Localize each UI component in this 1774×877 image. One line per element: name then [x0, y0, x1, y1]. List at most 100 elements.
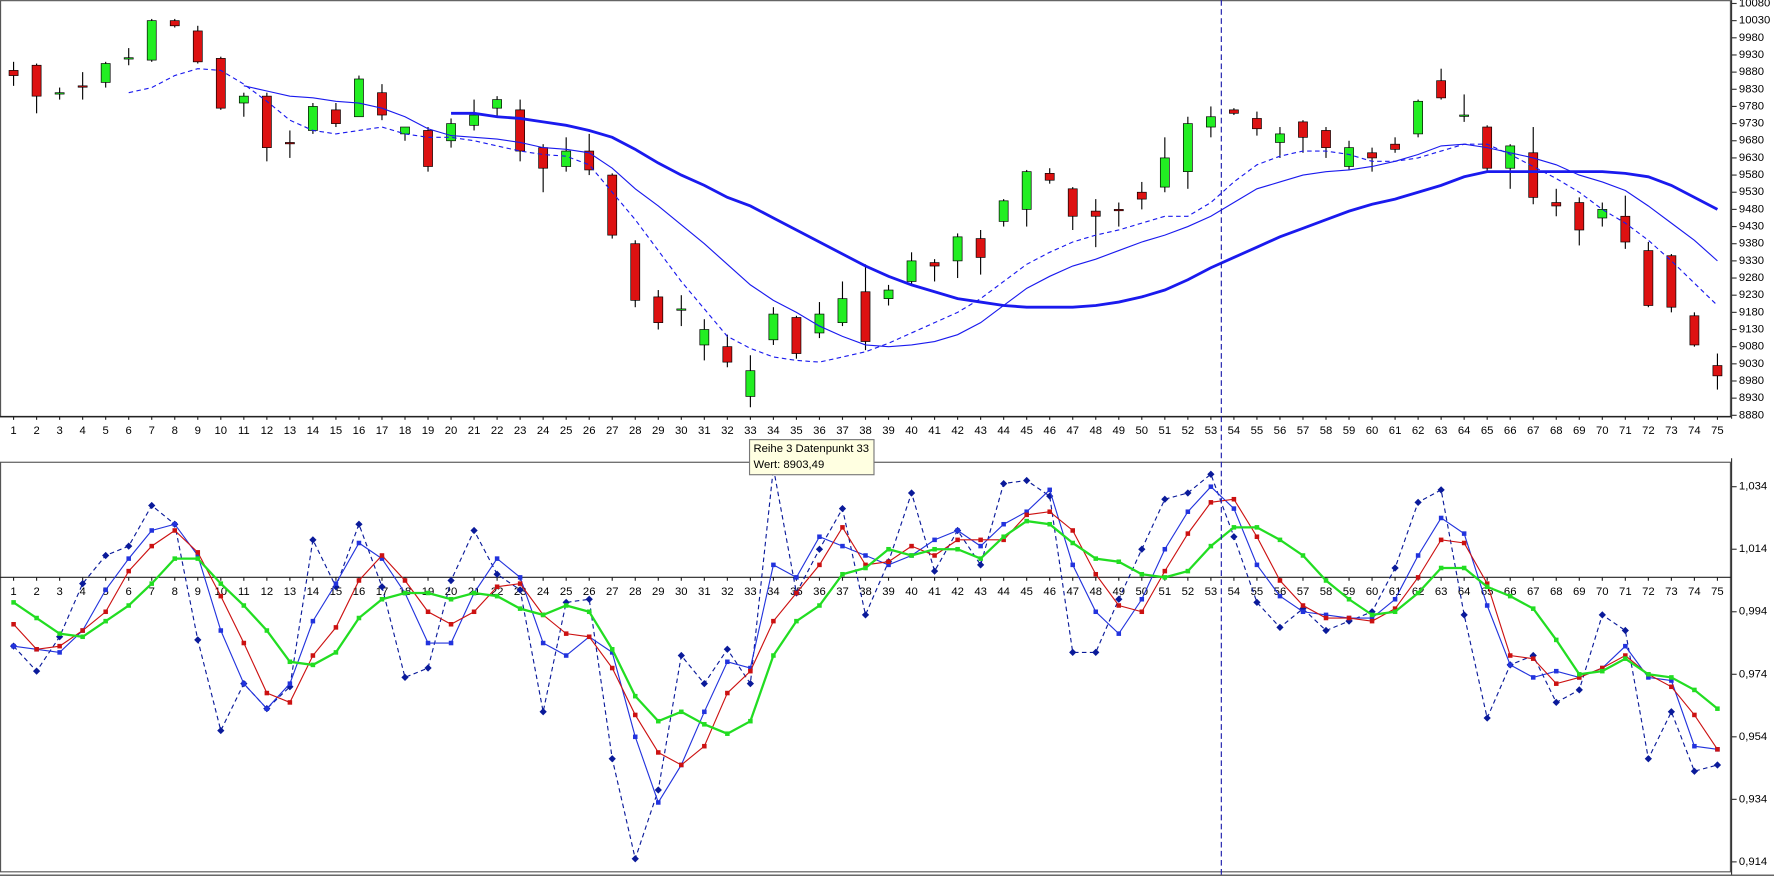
point-marker [748, 665, 753, 671]
x-tick-label: 45 [1020, 425, 1033, 437]
y-tick-label: 9880 [1739, 66, 1764, 78]
point-marker [264, 690, 270, 696]
point-marker [677, 651, 685, 660]
point-marker [402, 590, 408, 596]
y-tick-label: 9030 [1739, 358, 1764, 370]
point-marker [1623, 656, 1628, 661]
point-marker [978, 556, 983, 561]
x-tick-label: 48 [1089, 425, 1102, 437]
point-marker [310, 653, 316, 658]
candle-body [630, 243, 641, 301]
x-tick-label: 49 [1112, 425, 1125, 437]
x-tick-label: 6 [126, 586, 132, 598]
x-tick-label: 59 [1343, 586, 1356, 598]
x-tick-label: 13 [284, 586, 297, 598]
series-line [243, 85, 1718, 348]
x-tick-label: 64 [1458, 586, 1471, 598]
point-marker [563, 631, 569, 636]
point-marker [977, 561, 985, 569]
point-marker [840, 525, 845, 530]
point-marker [379, 556, 385, 561]
point-marker [608, 755, 616, 763]
point-marker [1277, 537, 1283, 543]
x-tick-label: 46 [1043, 425, 1056, 437]
point-marker [863, 562, 868, 568]
x-tick-label: 54 [1228, 586, 1241, 598]
point-marker [1461, 565, 1467, 571]
point-marker [930, 567, 939, 575]
point-marker [34, 647, 39, 652]
candle-body [561, 150, 572, 167]
candle-body [1275, 133, 1285, 143]
x-tick-label: 38 [859, 586, 872, 598]
point-marker [1577, 672, 1582, 677]
point-marker [794, 618, 799, 624]
x-tick-label: 44 [997, 425, 1010, 437]
point-marker [725, 731, 730, 736]
x-tick-label: 7 [149, 586, 155, 598]
point-marker [1300, 553, 1306, 558]
point-marker [79, 580, 87, 588]
point-marker [287, 681, 293, 686]
point-marker [287, 659, 293, 665]
x-tick-label: 31 [698, 586, 711, 598]
candle-body [837, 298, 848, 323]
y-tick-label: 9280 [1739, 272, 1764, 284]
point-marker [1530, 656, 1536, 661]
point-marker [356, 540, 362, 546]
x-tick-label: 28 [629, 586, 642, 598]
point-marker [333, 650, 339, 655]
point-marker [241, 603, 247, 608]
x-tick-label: 24 [537, 586, 550, 598]
candle-body [31, 64, 42, 97]
y-tick-label: 9930 [1739, 49, 1764, 61]
point-marker [609, 647, 615, 652]
x-tick-label: 17 [376, 425, 389, 437]
candle-body [77, 85, 88, 88]
point-marker [1162, 568, 1168, 574]
x-tick-label: 63 [1435, 425, 1448, 437]
y-tick-label: 0,934 [1739, 793, 1767, 805]
x-tick-label: 37 [836, 586, 849, 598]
point-marker [1713, 761, 1722, 769]
point-marker [218, 593, 224, 599]
candle-body [584, 150, 595, 171]
point-marker [932, 553, 937, 558]
candle-body [492, 99, 502, 109]
point-marker [1185, 509, 1191, 514]
point-marker [1438, 515, 1444, 521]
point-marker [1715, 706, 1720, 711]
candle-body [1597, 209, 1608, 219]
point-marker [1507, 653, 1513, 658]
candle-body [169, 20, 180, 27]
point-marker [218, 628, 224, 633]
y-tick-label: 9980 [1739, 32, 1764, 44]
point-marker [1024, 518, 1029, 524]
point-marker [955, 546, 960, 552]
point-marker [1208, 484, 1214, 489]
y-tick-label: 9580 [1739, 169, 1764, 181]
x-tick-label: 61 [1389, 425, 1402, 437]
point-marker [103, 587, 108, 593]
point-marker [103, 618, 108, 624]
candle-body [860, 291, 871, 342]
x-tick-label: 14 [307, 586, 320, 598]
point-marker [425, 590, 431, 596]
candle-body [54, 92, 65, 95]
point-marker [1115, 595, 1123, 603]
point-marker [1046, 492, 1054, 500]
point-marker [126, 603, 131, 608]
point-marker [586, 634, 592, 640]
candle-body [1206, 116, 1216, 128]
x-tick-label: 26 [583, 586, 596, 598]
candle-body [1436, 80, 1446, 99]
point-marker [471, 590, 477, 596]
candle-body [192, 30, 203, 63]
y-tick-label: 10080 [1739, 0, 1770, 9]
y-tick-label: 9780 [1739, 100, 1764, 112]
point-marker [149, 581, 154, 586]
candle-body [1390, 143, 1400, 150]
x-tick-label: 75 [1711, 586, 1724, 598]
candle-body [469, 114, 479, 126]
x-tick-label: 52 [1182, 425, 1195, 437]
